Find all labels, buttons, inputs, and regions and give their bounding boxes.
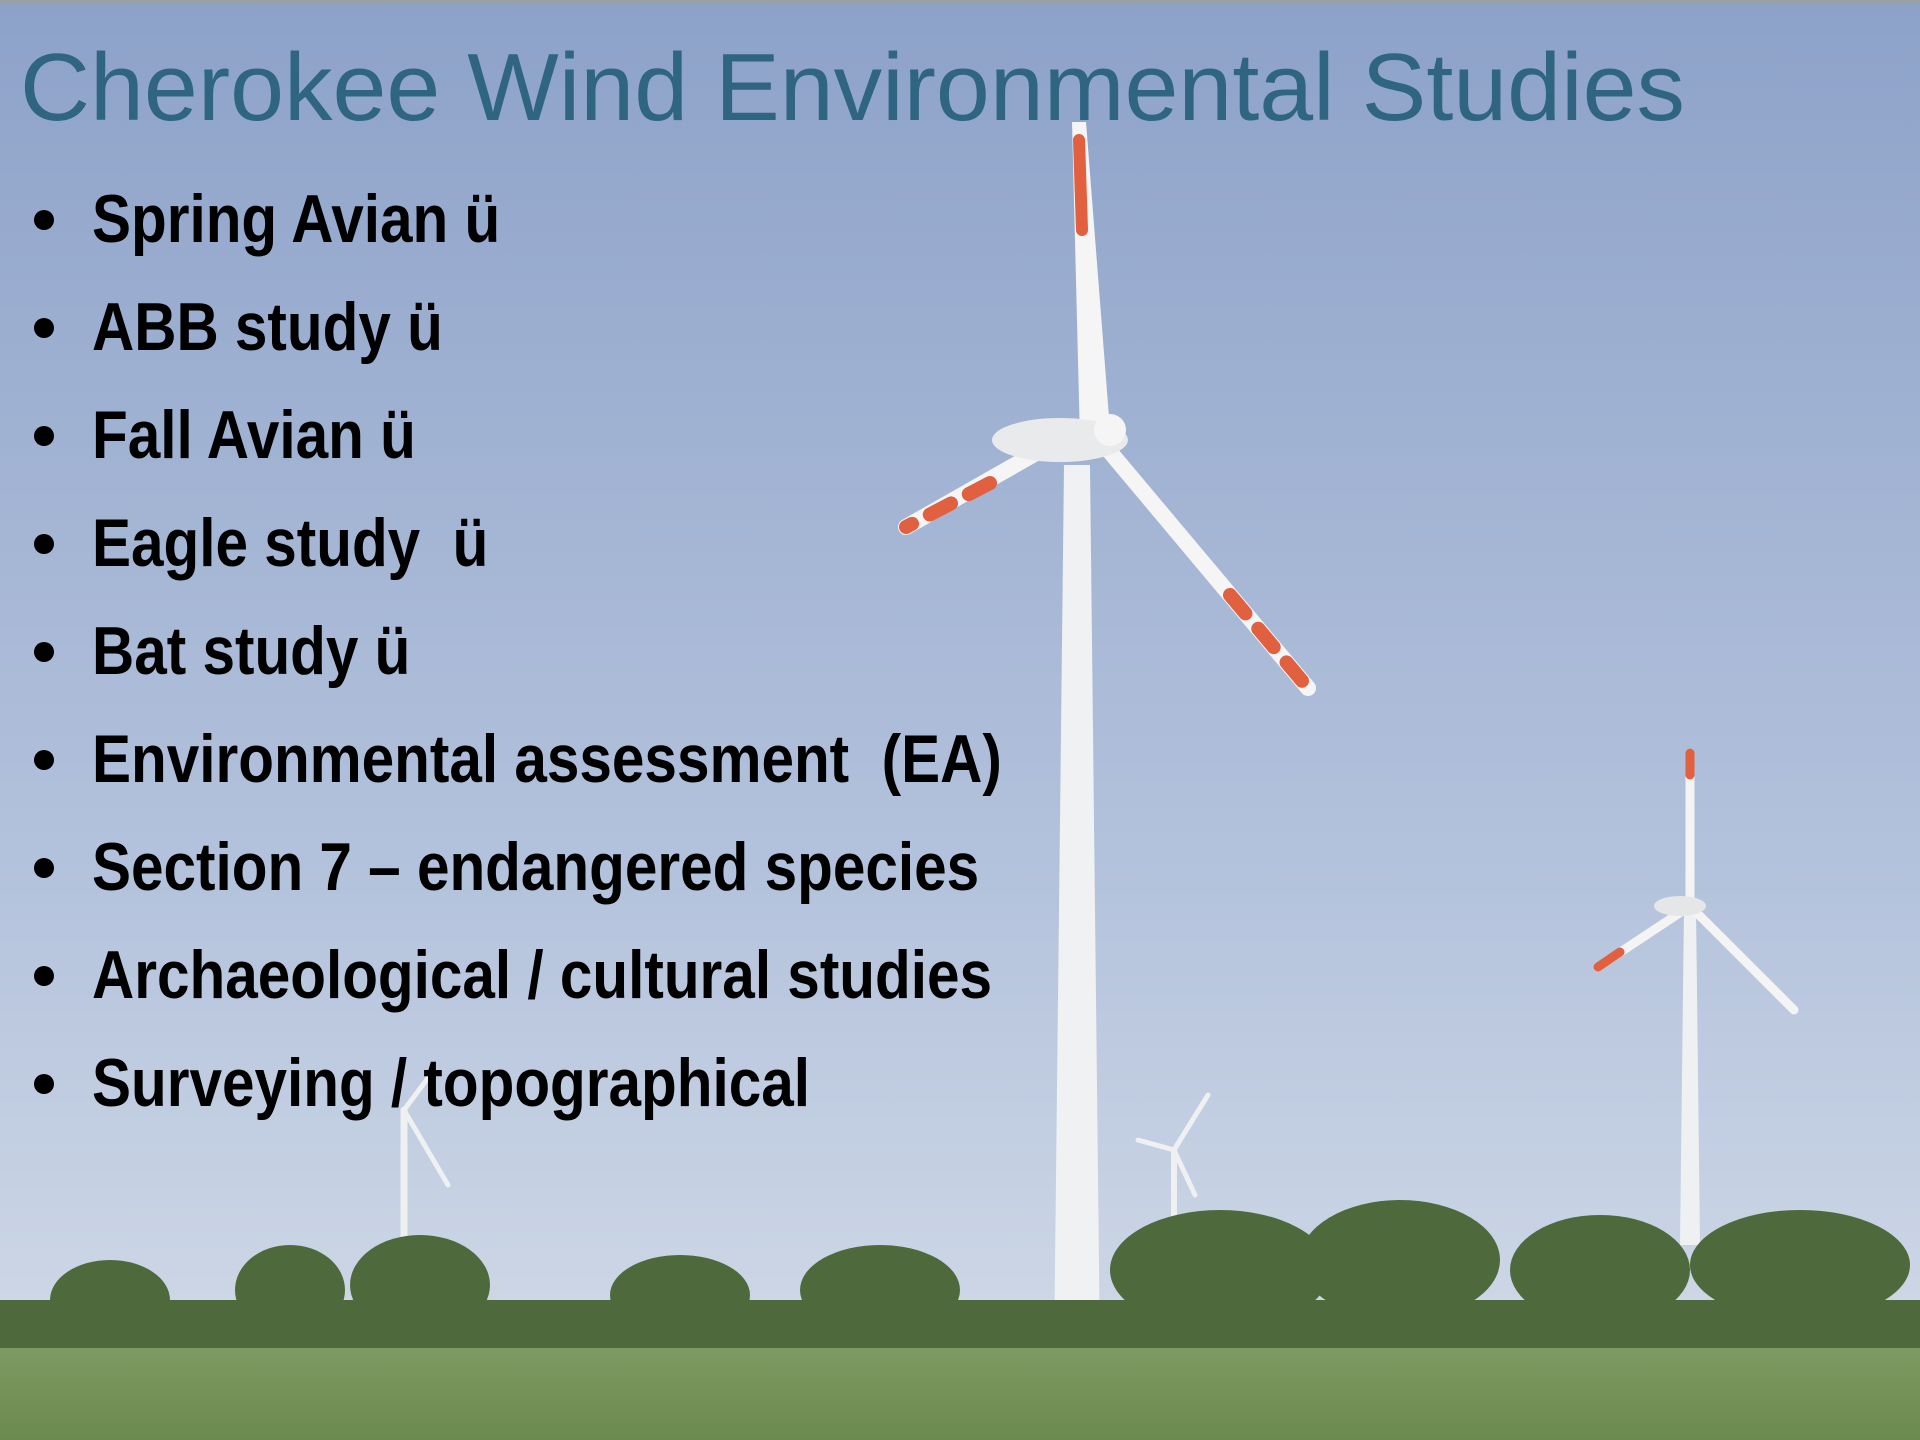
- bullet-text: Bat study ü: [92, 614, 410, 689]
- slide: Cherokee Wind Environmental Studies Spri…: [0, 0, 1920, 1440]
- bullet-item: Eagle study ü: [92, 506, 488, 581]
- bullet-text: Surveying / topographical: [92, 1046, 810, 1121]
- bullet-item: Spring Avian ü: [92, 182, 500, 257]
- bullet-text: Fall Avian ü: [92, 398, 416, 473]
- bullet-item: Archaeological / cultural studies: [92, 938, 992, 1013]
- bullet-dot: [34, 750, 54, 770]
- bullet-item: Bat study ü: [92, 614, 410, 689]
- bullet-item: Environmental assessment (EA): [92, 722, 1002, 797]
- bullet-dot: [34, 426, 54, 446]
- bullet-text: Environmental assessment (EA): [92, 722, 1002, 797]
- bullet-dot: [34, 534, 54, 554]
- bullet-text: Archaeological / cultural studies: [92, 938, 992, 1013]
- bullet-text: Eagle study ü: [92, 506, 488, 581]
- bullet-text: ABB study ü: [92, 290, 443, 365]
- bullet-text: Spring Avian ü: [92, 182, 500, 257]
- bullet-item: Fall Avian ü: [92, 398, 416, 473]
- bullet-dot: [34, 858, 54, 878]
- bullet-dot: [34, 966, 54, 986]
- bullet-item: Section 7 – endangered species: [92, 830, 979, 905]
- bullet-item: Surveying / topographical: [92, 1046, 810, 1121]
- bullet-dot: [34, 1074, 54, 1094]
- bullet-item: ABB study ü: [92, 290, 443, 365]
- bullet-dot: [34, 318, 54, 338]
- bullet-dot: [34, 210, 54, 230]
- bullet-text: Section 7 – endangered species: [92, 830, 979, 905]
- slide-title: Cherokee Wind Environmental Studies: [20, 34, 1685, 141]
- bullet-dot: [34, 642, 54, 662]
